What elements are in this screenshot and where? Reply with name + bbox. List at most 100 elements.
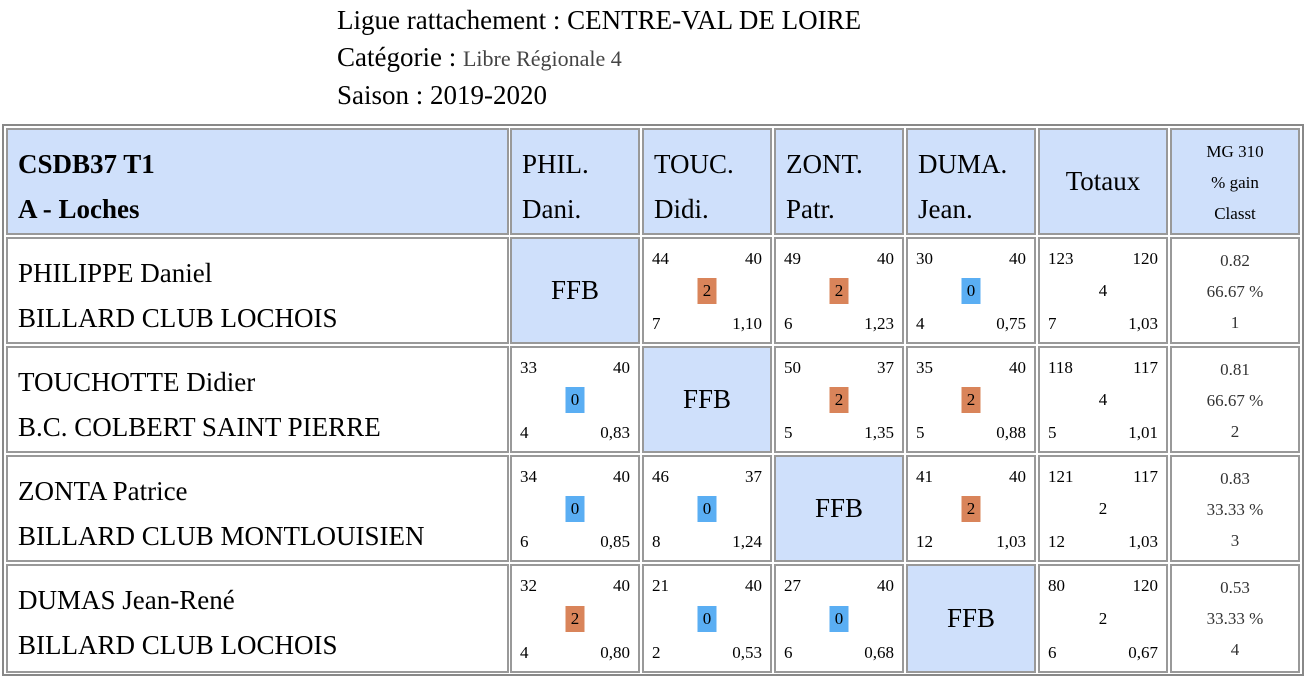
categorie-label: Catégorie : [337, 42, 463, 72]
column-header-player-3: ZONT. Patr. [774, 128, 904, 235]
match-score-badge: 2 [961, 386, 981, 413]
stats-cell: 0.53 33.33 % 4 [1170, 564, 1300, 673]
match-points: 32 [520, 576, 537, 595]
totals-score: 4 [1098, 280, 1108, 300]
match-innings: 6 [784, 643, 793, 662]
match-average: 1,24 [732, 532, 762, 551]
match-average: 0,75 [996, 314, 1026, 333]
match-points: 41 [916, 467, 933, 486]
match-points: 27 [784, 576, 801, 595]
match-cell: 34 40 0 6 0,85 [510, 455, 640, 562]
match-distance: 40 [1009, 249, 1026, 268]
stats-rank: 4 [1230, 640, 1240, 659]
totals-distance: 120 [1132, 576, 1159, 595]
match-distance: 40 [613, 467, 630, 486]
team-header-cell: CSDB37 T1 A - Loches [6, 128, 509, 235]
column-header-player-1: PHIL. Dani. [510, 128, 640, 235]
match-score-badge: 0 [697, 605, 717, 632]
match-innings: 5 [784, 423, 793, 442]
totals-cell: 118 117 4 5 1,01 [1038, 346, 1168, 453]
match-cell: 50 37 2 5 1,35 [774, 346, 904, 453]
stats-cell: 0.81 66.67 % 2 [1170, 346, 1300, 453]
player-cell: DUMAS Jean-René BILLARD CLUB LOCHOIS [6, 564, 509, 673]
player-name: PHILIPPE Daniel [18, 258, 213, 288]
totals-innings: 7 [1048, 314, 1057, 333]
match-average: 1,35 [864, 423, 894, 442]
player-name: TOUCHOTTE Didier [18, 367, 256, 397]
mg-header-line-3: Classt [1214, 204, 1256, 223]
mg-header: MG 310 % gain Classt [1170, 128, 1300, 235]
match-cell: 27 40 0 6 0,68 [774, 564, 904, 673]
column-header-firstname: Didi. [654, 194, 709, 224]
match-points: 34 [520, 467, 537, 486]
match-average: 0,88 [996, 423, 1026, 442]
match-score-badge: 0 [565, 495, 585, 522]
team-location: A - Loches [18, 194, 140, 224]
stats-gain: 66.67 % [1206, 391, 1264, 410]
categorie-value: Libre Régionale 4 [462, 46, 622, 71]
team-code: CSDB37 T1 [18, 149, 155, 179]
match-points: 49 [784, 249, 801, 268]
match-average: 0,68 [864, 643, 894, 662]
match-cell: 41 40 2 12 1,03 [906, 455, 1036, 562]
totals-points: 118 [1048, 358, 1073, 377]
match-average: 1,10 [732, 314, 762, 333]
match-innings: 4 [520, 423, 529, 442]
match-innings: 8 [652, 532, 661, 551]
column-header-surname: DUMA. [918, 149, 1008, 179]
totals-points: 123 [1048, 249, 1074, 268]
match-distance: 37 [877, 358, 894, 377]
ffb-label: FFB [814, 493, 864, 523]
mg-header-line-2: % gain [1211, 173, 1259, 192]
page-header: Ligue rattachement : CENTRE-VAL DE LOIRE… [337, 2, 861, 114]
stats-rank: 3 [1230, 531, 1240, 550]
player-club: BILLARD CLUB MONTLOUISIEN [18, 521, 425, 551]
saison-value: 2019-2020 [430, 80, 548, 110]
totals-score: 2 [1098, 608, 1108, 628]
totals-average: 1,03 [1128, 532, 1158, 551]
match-innings: 5 [916, 423, 925, 442]
totals-score: 2 [1098, 498, 1108, 518]
match-innings: 4 [520, 643, 529, 662]
player-name: ZONTA Patrice [18, 476, 188, 506]
ffb-cell: FFB [642, 346, 772, 453]
totals-innings: 12 [1048, 532, 1065, 551]
player-cell: ZONTA Patrice BILLARD CLUB MONTLOUISIEN [6, 455, 509, 562]
ffb-cell: FFB [906, 564, 1036, 673]
totals-cell: 80 120 2 6 0,67 [1038, 564, 1168, 673]
totals-cell: 121 117 2 12 1,03 [1038, 455, 1168, 562]
match-average: 0,53 [732, 643, 762, 662]
match-points: 44 [652, 249, 669, 268]
stats-rank: 2 [1230, 422, 1240, 441]
match-points: 50 [784, 358, 801, 377]
mg-header-line-1: MG 310 [1206, 142, 1264, 161]
totals-points: 121 [1048, 467, 1074, 486]
totals-average: 1,01 [1128, 423, 1158, 442]
player-club: BILLARD CLUB LOCHOIS [18, 303, 338, 333]
match-average: 1,23 [864, 314, 894, 333]
match-distance: 37 [745, 467, 762, 486]
stats-mg: 0.81 [1220, 360, 1250, 379]
totals-innings: 6 [1048, 643, 1057, 662]
stats-gain: 66.67 % [1206, 282, 1264, 301]
match-score-badge: 2 [961, 495, 981, 522]
ffb-label: FFB [682, 384, 732, 414]
match-innings: 12 [916, 532, 933, 551]
match-points: 21 [652, 576, 669, 595]
match-cell: 21 40 0 2 0,53 [642, 564, 772, 673]
match-average: 0,85 [600, 532, 630, 551]
column-header-firstname: Dani. [522, 194, 582, 224]
stats-mg: 0.53 [1220, 578, 1250, 597]
ffb-label: FFB [946, 603, 996, 633]
column-header-player-4: DUMA. Jean. [906, 128, 1036, 235]
match-innings: 4 [916, 314, 925, 333]
match-points: 30 [916, 249, 933, 268]
match-distance: 40 [877, 249, 894, 268]
match-distance: 40 [745, 576, 762, 595]
match-points: 35 [916, 358, 933, 377]
categorie-line: Catégorie : Libre Régionale 4 [337, 39, 861, 77]
match-cell: 46 37 0 8 1,24 [642, 455, 772, 562]
totals-distance: 120 [1132, 249, 1159, 268]
stats-cell: 0.82 66.67 % 1 [1170, 237, 1300, 344]
player-cell: TOUCHOTTE Didier B.C. COLBERT SAINT PIERR… [6, 346, 509, 453]
